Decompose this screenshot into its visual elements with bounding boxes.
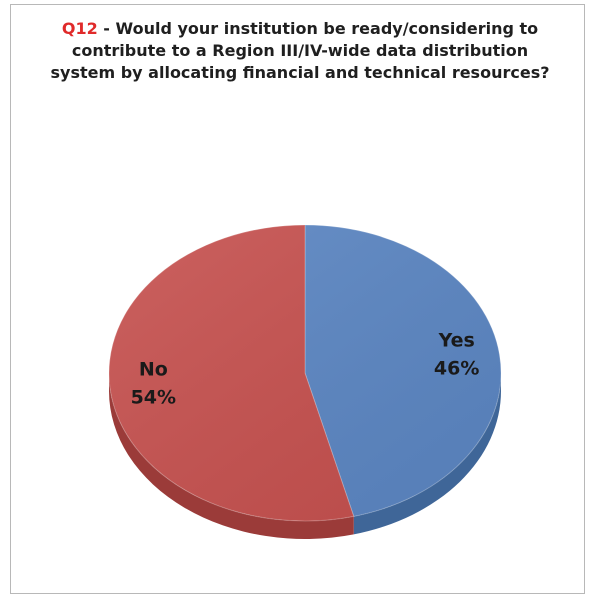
slice-value-no: 54% [131, 386, 176, 408]
question-text: - Would your institution be ready/consid… [50, 19, 550, 82]
pie-slices-group [108, 224, 502, 522]
chart-title: Q12 - Would your institution be ready/co… [40, 18, 560, 84]
slice-label-yes: Yes [438, 330, 475, 352]
pie-sheen [109, 225, 501, 521]
slice-value-yes: 46% [434, 358, 479, 380]
slice-label-no: No [139, 358, 168, 380]
pie-labels-group: Yes 46% No 54% [131, 330, 480, 409]
pie-depth-group [109, 373, 501, 539]
pie-side-no [109, 373, 354, 539]
pie-side-yes [353, 373, 501, 535]
question-number: Q12 [61, 19, 98, 38]
